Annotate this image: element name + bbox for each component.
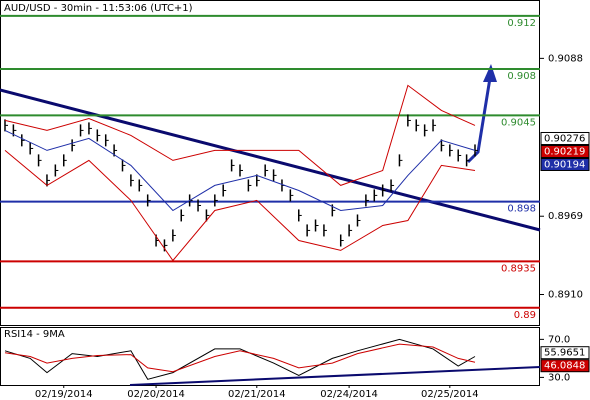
x-tick-label: 02/20/2014 [127,389,185,400]
arrow [466,64,497,164]
y-tick-label: 0.9088 [548,53,583,64]
level-label: 0.9045 [501,117,536,128]
price-box [540,144,590,158]
level-label: 0.8935 [501,263,536,274]
indicator-line [4,150,476,262]
rsi-line [4,343,476,373]
x-tick-label: 02/21/2014 [228,389,286,400]
rsi-panel-frame [0,327,540,386]
rsi-trend-line [129,366,541,386]
arrow-shaft [466,77,492,164]
rsi-title: RSI14 - 9MA [4,329,65,340]
price-box-label: 0.90194 [544,159,585,170]
x-tick-label: 02/24/2014 [320,389,378,400]
y-tick-label: 30.0 [548,372,570,383]
x-tick-label: 02/19/2014 [35,389,93,400]
price-box [540,157,590,171]
level-label: 0.908 [507,71,536,82]
y-tick-label: 0.8969 [548,211,583,222]
price-box-label: 46.0848 [544,361,585,372]
price-box-label: 0.90276 [544,133,585,144]
price-box-label: 55.9651 [544,348,585,359]
x-tick-label: 02/25/2014 [421,389,479,400]
price-box-label: 0.90219 [544,146,585,157]
price-box [540,346,590,360]
trend-line [0,88,541,232]
level-label: 0.89 [514,310,536,321]
y-tick-label: 0.8910 [548,289,583,300]
arrow-head [483,64,497,82]
level-label: 0.898 [507,204,536,215]
indicator-line [4,84,476,186]
chart-title: AUD/USD - 30min - 11:53:06 (UTC+1) [4,3,193,14]
price-box [540,131,590,145]
rsi-line [4,338,476,380]
main-panel-frame [0,0,540,326]
indicator-line [4,129,476,212]
level-label: 0.912 [507,18,536,29]
price-box [540,359,590,373]
y-tick-label: 70.0 [548,334,570,345]
